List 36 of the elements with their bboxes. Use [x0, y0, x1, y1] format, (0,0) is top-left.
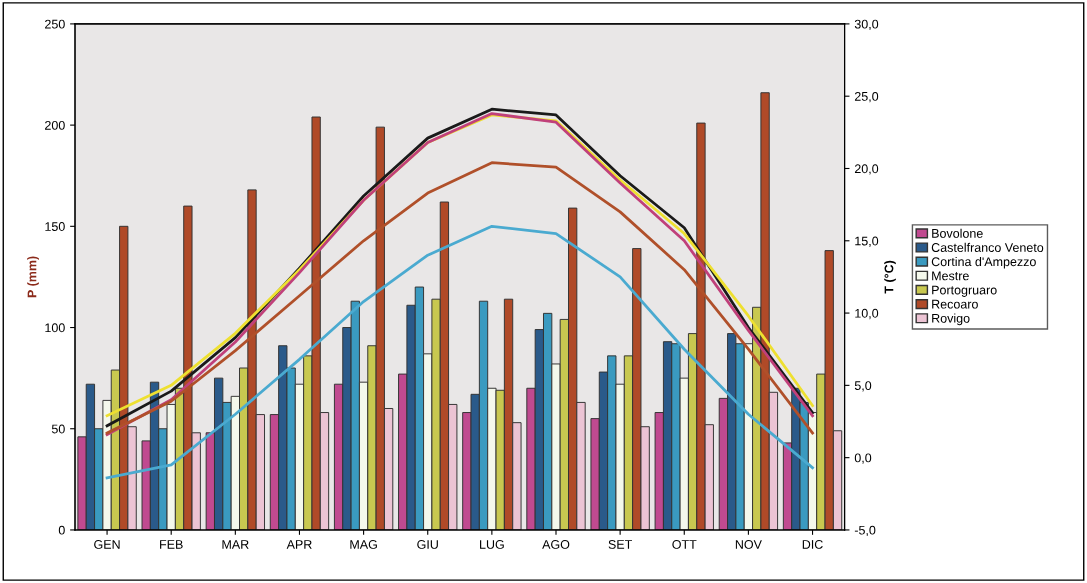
y2-tick-label: 10,0	[855, 308, 879, 320]
y2-tick-label: 15,0	[855, 236, 879, 247]
y-tick-label: 250	[45, 19, 65, 29]
legend-label: Recoaro	[932, 299, 978, 309]
legend-label: Mestre	[932, 271, 969, 281]
legend-label: Castelfranco Veneto	[931, 242, 1044, 252]
x-tick-label: FEB	[160, 540, 183, 549]
x-tick-label: GIU	[417, 540, 438, 549]
y2-axis-title: T (°C)	[884, 260, 896, 294]
x-tick-label: NOV	[735, 540, 762, 549]
legend-label: Rovigo	[932, 313, 970, 326]
legend-label: Bovolone	[932, 228, 983, 238]
y-tick-label: 0	[58, 525, 65, 535]
y-tick-label: 200	[45, 120, 65, 130]
y2-tick-label: 5,0	[854, 381, 872, 392]
x-tick-label: GEN	[94, 540, 120, 549]
y2-tick-label: 20,0	[854, 164, 879, 175]
y2-tick-label: 25,0	[854, 92, 879, 103]
x-tick-label: MAR	[222, 540, 249, 549]
y2-tick-label: -5,0	[854, 525, 876, 537]
y-axis-title: P (mm)	[27, 256, 39, 298]
y2-tick-label: 0,0	[854, 453, 872, 464]
y2-tick-label: 30,0	[854, 19, 879, 31]
y-tick-label: 150	[45, 222, 65, 231]
x-tick-label: APR	[286, 540, 312, 549]
legend-label: Portogruaro	[932, 285, 997, 297]
x-tick-label: OTT	[672, 540, 697, 549]
y-tick-label: 100	[45, 323, 65, 333]
y-tick-label: 50	[51, 424, 65, 434]
x-tick-label: SET	[608, 540, 632, 549]
legend-label: Cortina d'Ampezzo	[931, 256, 1036, 269]
line-series	[105, 224, 814, 480]
x-tick-label: LUG	[480, 540, 504, 549]
x-tick-label: DIC	[802, 540, 823, 549]
x-tick-label: AGO	[542, 540, 570, 549]
x-tick-label: MAG	[350, 540, 377, 549]
